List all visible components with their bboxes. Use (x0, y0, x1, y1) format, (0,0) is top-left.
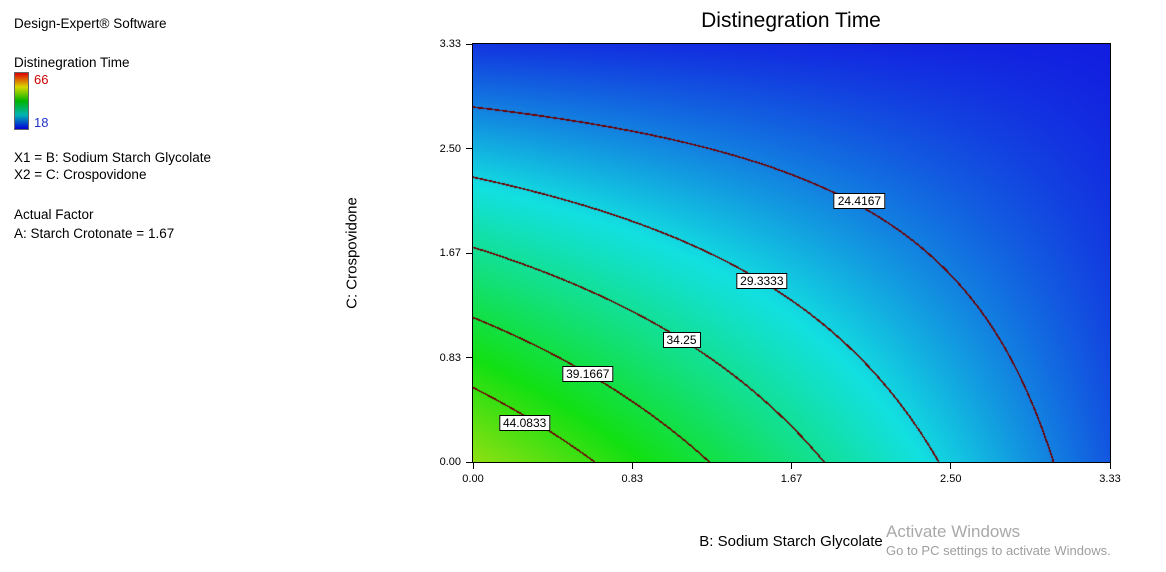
y-tick-label: 3.33 (439, 38, 461, 50)
legend-min-value: 18 (34, 115, 49, 130)
x-tick-mark (950, 463, 952, 469)
y-tick-label: 0.83 (439, 351, 461, 364)
x-axis-label: B: Sodium Starch Glycolate (699, 533, 883, 550)
legend-max-value: 66 (34, 72, 49, 87)
x-tick-label: 0.83 (621, 473, 643, 485)
info-panel: Design-Expert® Software Distinegration T… (14, 0, 354, 290)
x-tick-mark (631, 463, 633, 469)
x-tick-mark (1109, 463, 1111, 469)
x1-assignment: X1 = B: Sodium Starch Glycolate (14, 150, 211, 165)
watermark-line1: Activate Windows (886, 522, 1021, 541)
x-tick-mark (791, 463, 792, 469)
y-tick-label: 2.50 (439, 142, 461, 155)
x2-assignment: X2 = C: Crospovidone (14, 167, 147, 182)
actual-factor-heading: Actual Factor (14, 207, 94, 222)
x-tick-label: 1.67 (780, 473, 803, 485)
contour-plot-canvas[interactable] (473, 44, 1110, 462)
color-scale-values: 66 18 (34, 72, 48, 130)
y-tick-label: 1.67 (439, 247, 461, 259)
plot-frame (472, 43, 1111, 463)
x-tick-mark (472, 463, 474, 469)
x-tick-label: 0.00 (462, 473, 484, 485)
watermark-line2: Go to PC settings to activate Windows. (886, 543, 1111, 558)
color-scale-gradient (14, 72, 29, 130)
x-tick-label: 2.50 (940, 473, 962, 485)
color-scale-legend: 66 18 (14, 72, 48, 130)
response-name: Distinegration Time (14, 55, 130, 70)
y-axis-label: C: Crospovidone (343, 197, 361, 309)
x-tick-label: 3.33 (1099, 473, 1121, 485)
chart-title: Distinegration Time (701, 9, 881, 32)
y-tick-label: 0.00 (439, 456, 461, 468)
actual-factor-value: A: Starch Crotonate = 1.67 (14, 226, 175, 241)
app-title: Design-Expert® Software (14, 16, 167, 31)
windows-activation-watermark: Activate Windows Go to PC settings to ac… (886, 521, 1111, 558)
